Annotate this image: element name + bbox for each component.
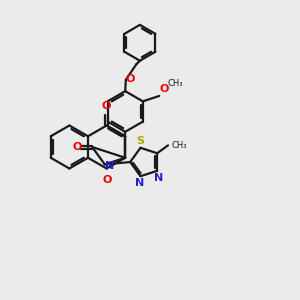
Text: O: O — [103, 175, 112, 185]
Text: S: S — [136, 136, 145, 146]
Text: O: O — [126, 74, 135, 84]
Text: N: N — [154, 172, 163, 183]
Text: O: O — [72, 142, 82, 152]
Text: O: O — [102, 100, 111, 111]
Text: CH₃: CH₃ — [171, 141, 187, 150]
Text: N: N — [105, 160, 114, 171]
Text: O: O — [160, 84, 169, 94]
Text: CH₃: CH₃ — [168, 79, 183, 88]
Text: N: N — [135, 178, 144, 188]
